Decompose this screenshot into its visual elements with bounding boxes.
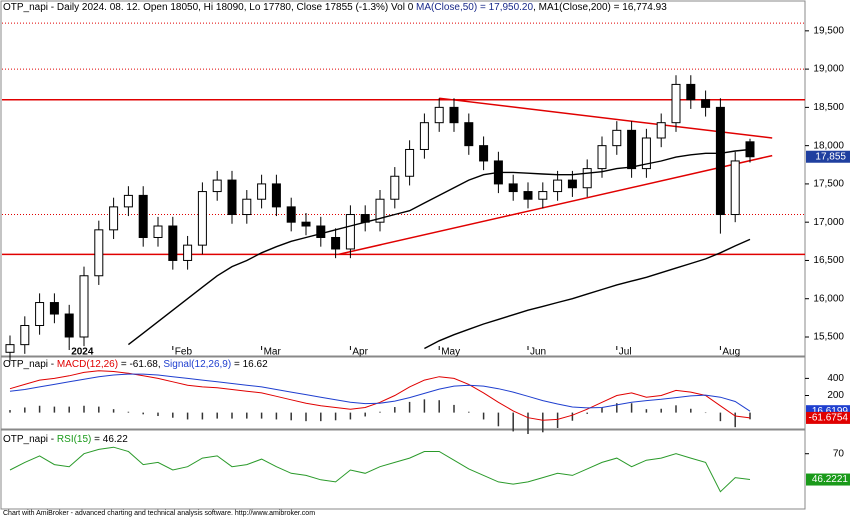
y-tick-label: 17,000 — [813, 217, 844, 228]
candle-body — [331, 236, 341, 250]
candle-body — [227, 179, 237, 216]
series-line — [127, 148, 751, 346]
pane-title: OTP_napi - Daily 2024. 08. 12. Open 1805… — [3, 2, 667, 13]
candle-body — [183, 244, 193, 261]
y-tick-label: 16,500 — [813, 255, 844, 266]
candle-body — [35, 302, 45, 327]
series-line — [9, 446, 751, 493]
candle-body — [715, 106, 725, 216]
title-part: MACD(12,26) — [57, 359, 118, 370]
candle-body — [612, 129, 622, 147]
value-box — [806, 473, 850, 486]
candle-body — [316, 225, 326, 238]
x-tick-label: Jul — [619, 347, 632, 358]
candle-body — [671, 83, 681, 124]
title-part: MA(Close,50) = 17,950.20 — [416, 2, 533, 13]
y-tick-label: 400 — [827, 373, 844, 384]
candle-body — [449, 106, 459, 124]
y-tick-label: 70 — [833, 448, 845, 459]
candle-body — [553, 179, 563, 193]
candle-body — [242, 198, 252, 216]
candle-body — [257, 183, 267, 200]
candle-body — [301, 221, 311, 227]
candle-body — [212, 179, 222, 193]
y-tick-label: 19,500 — [813, 25, 844, 36]
title-part: Signal(12,26,9) — [163, 359, 231, 370]
x-tick-label: 2024 — [71, 347, 94, 358]
candle-body — [479, 145, 489, 162]
title-part: = 46.22 — [91, 434, 128, 445]
candle-body — [597, 145, 607, 170]
candle-body — [405, 148, 415, 177]
candle-body — [523, 191, 533, 200]
value-label: 17,855 — [815, 151, 846, 162]
candle-body — [390, 175, 400, 200]
series-line — [424, 238, 751, 350]
value-box — [806, 411, 850, 424]
macd-pane — [0, 356, 806, 430]
x-tick-label: May — [441, 347, 460, 358]
candle-body — [286, 206, 296, 223]
price-pane — [0, 0, 806, 357]
y-tick-label: 16,000 — [813, 293, 844, 304]
candle-body — [94, 229, 104, 277]
x-tick-label: Feb — [175, 347, 193, 358]
y-tick-label: 19,000 — [813, 64, 844, 75]
candle-body — [627, 129, 637, 170]
candle-body — [138, 194, 148, 238]
candle-body — [153, 225, 163, 238]
candle-body — [271, 183, 281, 208]
x-tick-label: Apr — [352, 347, 368, 358]
candle-body — [419, 122, 429, 150]
footer: Chart with AmiBroker - advanced charting… — [3, 510, 315, 517]
candle-body — [434, 106, 444, 124]
title-part: OTP_napi - Daily 2024. 08. 12. Open 1805… — [3, 2, 416, 13]
x-tick-label: Aug — [722, 347, 740, 358]
candle-body — [109, 206, 119, 231]
candle-body — [508, 183, 518, 193]
candle-body — [730, 160, 740, 216]
candle-body — [5, 344, 15, 353]
x-tick-label: Mar — [264, 347, 282, 358]
title-part: OTP_napi - — [3, 434, 57, 445]
candle-body — [197, 191, 207, 246]
candle-body — [656, 122, 666, 139]
candle-body — [686, 83, 696, 101]
candle-body — [375, 198, 385, 223]
value-label: 16.6199 — [812, 406, 849, 417]
rsi-pane — [0, 429, 806, 510]
y-tick-label: 18,000 — [813, 140, 844, 151]
candle-body — [538, 191, 548, 200]
candle-body — [641, 137, 651, 170]
y-tick-label: 15,500 — [813, 332, 844, 343]
title-part: = 16.62 — [231, 359, 268, 370]
y-tick-label: 18,500 — [813, 102, 844, 113]
y-tick-label: 200 — [827, 390, 844, 401]
candle-body — [701, 99, 711, 108]
candle-body — [464, 122, 474, 147]
candle-body — [20, 325, 30, 346]
candle-body — [567, 179, 577, 189]
value-label: 46.2221 — [812, 474, 849, 485]
title-part: OTP_napi - — [3, 359, 57, 370]
title-part: = -61.68, — [118, 359, 163, 370]
candle-body — [345, 214, 355, 250]
pane-title: OTP_napi - MACD(12,26) = -61.68, Signal(… — [3, 359, 268, 370]
value-label: -61.6754 — [809, 413, 849, 424]
x-tick-label: Jun — [530, 347, 546, 358]
title-part: RSI(15) — [57, 434, 91, 445]
trend-line — [338, 154, 773, 256]
candle-body — [168, 225, 178, 261]
candle-body — [64, 313, 74, 338]
value-box — [806, 150, 850, 163]
pane-title: OTP_napi - RSI(15) = 46.22 — [3, 434, 128, 445]
y-tick-label: 17,500 — [813, 179, 844, 190]
candle-body — [79, 275, 89, 338]
title-part: , MA1(Close,200) = 16,774.93 — [533, 2, 667, 13]
candle-body — [49, 302, 59, 315]
series-line — [9, 373, 751, 412]
candle-body — [123, 194, 133, 208]
candle-body — [582, 168, 592, 189]
